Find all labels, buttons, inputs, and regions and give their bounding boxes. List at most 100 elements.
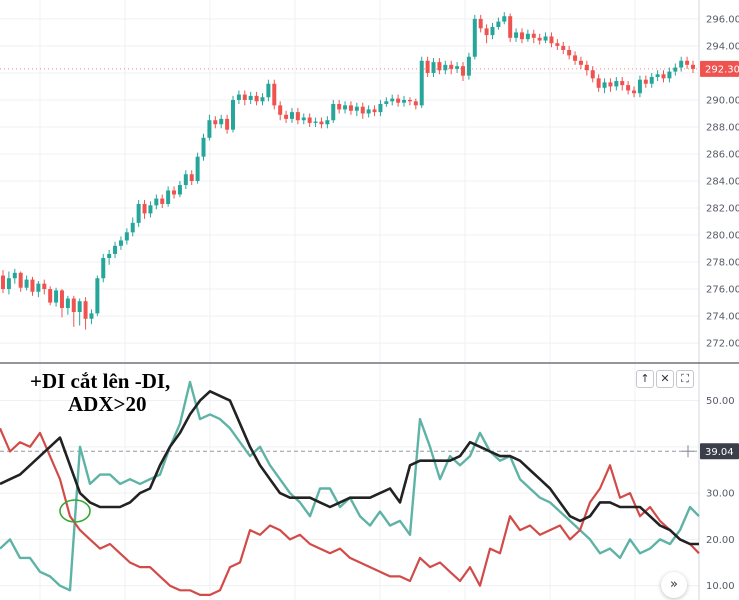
candle-body xyxy=(372,109,377,113)
price-tick-label: 274.00 xyxy=(706,312,739,323)
candle-body xyxy=(166,190,171,204)
candle-body xyxy=(348,105,353,111)
indicator-tick-label: 30.00 xyxy=(706,489,735,500)
annotation-line-1: +DI cắt lên -DI, xyxy=(30,369,170,393)
candle-body xyxy=(596,78,601,88)
adx-line xyxy=(0,389,699,546)
price-tick-label: 294.00 xyxy=(706,41,739,52)
candle-body xyxy=(496,21,501,28)
price-candles xyxy=(1,12,695,330)
candle-body xyxy=(289,112,294,119)
candle-body xyxy=(30,279,35,292)
candle-body xyxy=(177,185,182,195)
candle-body xyxy=(48,289,53,303)
candle-body xyxy=(673,67,678,72)
candle-body xyxy=(313,121,318,123)
price-axis: 272.00 274.00 276.00 278.00 280.00 282.00 284.… xyxy=(0,14,739,350)
candle-body xyxy=(95,278,100,314)
candle-body xyxy=(661,74,666,79)
candle-body xyxy=(555,43,560,46)
arrow-up-icon[interactable]: ↑ xyxy=(636,370,654,388)
candle-body xyxy=(207,120,212,138)
candle-body xyxy=(101,257,106,279)
minus_di-line xyxy=(0,427,700,597)
candle-body xyxy=(614,81,619,87)
candle-body xyxy=(172,190,177,195)
indicator-tick-label: 50.00 xyxy=(706,396,735,407)
candle-body xyxy=(443,64,448,71)
candle-body xyxy=(260,97,265,102)
candle-body xyxy=(478,18,483,29)
candle-body xyxy=(54,290,59,303)
candle-body xyxy=(366,109,371,114)
candle-body xyxy=(278,105,283,115)
indicator-tick-label: 20.00 xyxy=(706,535,735,546)
candle-body xyxy=(307,117,312,123)
candle-body xyxy=(219,118,224,125)
candle-body xyxy=(107,253,112,258)
candle-body xyxy=(213,120,218,125)
candle-body xyxy=(89,313,94,319)
indicator-tick-label: 10.00 xyxy=(706,581,735,592)
annotation-line-2: ADX>20 xyxy=(68,392,146,416)
candle-body xyxy=(195,156,200,181)
candle-body xyxy=(272,83,277,106)
candle-body xyxy=(425,60,430,73)
candle-body xyxy=(584,64,589,71)
candle-body xyxy=(643,79,648,84)
candle-body xyxy=(148,205,153,214)
candle-body xyxy=(573,55,578,61)
candle-body xyxy=(472,18,477,57)
indicator-grid xyxy=(0,364,699,600)
candle-body xyxy=(655,74,660,77)
candle-body xyxy=(142,203,147,214)
candle-body xyxy=(519,32,524,40)
candle-body xyxy=(578,60,583,65)
candle-body xyxy=(354,106,359,111)
candle-body xyxy=(36,283,41,292)
candle-body xyxy=(407,99,412,102)
candle-body xyxy=(455,66,460,69)
maximize-icon[interactable]: ⛶ xyxy=(676,370,694,388)
candle-body xyxy=(225,118,230,130)
candle-body xyxy=(561,45,566,50)
close-icon[interactable]: ✕ xyxy=(656,370,674,388)
candle-body xyxy=(449,64,454,69)
candle-body xyxy=(242,94,247,100)
candle-body xyxy=(154,198,159,206)
candle-body xyxy=(525,33,530,40)
candle-body xyxy=(531,33,536,38)
candle-body xyxy=(1,275,5,290)
candle-body xyxy=(508,16,513,38)
price-grid xyxy=(0,0,699,362)
candle-body xyxy=(6,278,11,290)
dmi-lines xyxy=(0,380,700,597)
candle-body xyxy=(337,104,342,110)
price-tick-label: 288.00 xyxy=(706,122,739,133)
price-tick-label: 278.00 xyxy=(706,258,739,269)
candle-body xyxy=(71,298,76,313)
price-tick-label: 282.00 xyxy=(706,204,739,215)
crosshair-label: 39.04 xyxy=(705,447,734,458)
candle-body xyxy=(484,28,489,36)
candle-body xyxy=(325,120,330,125)
candle-body xyxy=(83,301,88,319)
candle-body xyxy=(632,90,637,94)
candle-body xyxy=(130,222,135,233)
candle-body xyxy=(390,98,395,102)
candle-body xyxy=(466,56,471,76)
candle-body xyxy=(502,16,507,22)
scroll-to-realtime-button[interactable]: » xyxy=(661,572,687,598)
candle-body xyxy=(201,137,206,157)
candle-body xyxy=(620,81,625,86)
candle-body xyxy=(602,82,607,88)
candle-body xyxy=(514,32,519,38)
candle-body xyxy=(160,198,165,204)
candle-body xyxy=(231,99,235,130)
candle-body xyxy=(626,85,631,91)
candle-body xyxy=(254,95,259,102)
candle-body xyxy=(637,79,642,94)
candle-body xyxy=(396,98,401,103)
candle-body xyxy=(679,60,684,68)
